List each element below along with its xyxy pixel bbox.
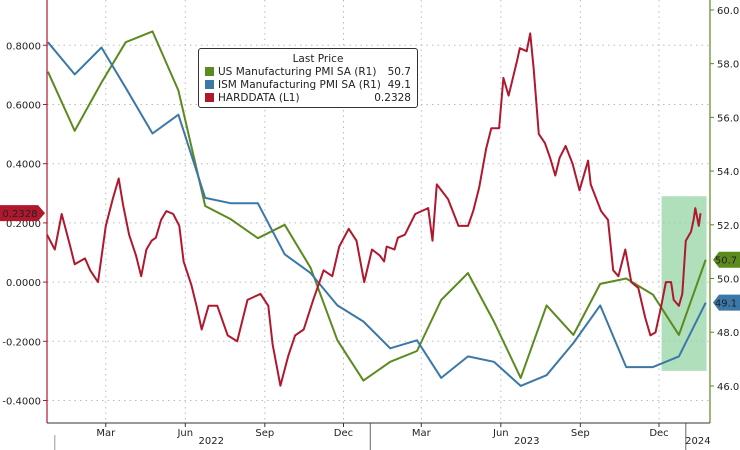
legend-swatch-blue [205,80,214,89]
right-tick-label: 46.0 [717,382,739,393]
left-tick-label: 0.2000 [6,219,41,230]
right-tick-label: 52.0 [717,221,739,232]
year-label: 2022 [199,436,224,447]
legend-value: 50.7 [387,65,411,78]
x-tick-label: Mar [412,428,432,439]
legend-label: ISM Manufacturing PMI SA (R1) [218,78,381,91]
left-tick-label: 0.0000 [6,278,41,289]
last-value-tag-label: 0.2328 [3,209,38,220]
x-tick-label: Dec [334,428,353,439]
x-tick-label: Sep [255,428,274,439]
left-tick-label: -0.4000 [2,397,41,408]
legend-entry: HARDDATA (L1) 0.2328 [199,91,417,104]
x-tick-label: Jun [492,428,509,439]
series-line-1 [47,41,707,387]
legend-entry: US Manufacturing PMI SA (R1) 50.7 [199,65,417,78]
right-tick-label: 58.0 [717,60,739,71]
year-label: 2023 [514,436,539,447]
left-tick-label: -0.2000 [2,337,41,348]
x-tick-label: Jun [176,428,193,439]
right-tick-label: 56.0 [717,113,739,124]
last-value-tag [0,205,45,222]
last-value-tag-label: 50.7 [715,256,737,267]
series-line-0 [46,30,707,382]
right-tick-label: 60.0 [717,6,739,17]
left-tick-label: 0.8000 [6,41,41,52]
legend-swatch-red [205,93,214,102]
legend-title: Last Price [292,53,344,65]
year-label: 2024 [685,436,710,447]
legend-swatch-green [205,67,214,76]
left-tick-label: 0.6000 [6,100,41,111]
x-tick-label: Dec [649,428,668,439]
legend: Last Price US Manufacturing PMI SA (R1) … [198,48,418,108]
x-tick-label: Sep [571,428,590,439]
left-tick-label: 0.4000 [6,160,41,171]
last-value-tag-label: 49.1 [715,299,737,310]
legend-value: 49.1 [387,78,411,91]
right-tick-label: 54.0 [717,167,739,178]
legend-label: US Manufacturing PMI SA (R1) [218,65,377,78]
legend-entry: ISM Manufacturing PMI SA (R1) 49.1 [199,78,417,91]
right-tick-label: 50.0 [717,275,739,286]
right-tick-label: 48.0 [717,328,739,339]
last-value-tag [713,251,740,268]
legend-value: 0.2328 [374,91,411,104]
last-value-tag [713,294,740,311]
legend-label: HARDDATA (L1) [218,91,300,104]
series-layer [46,30,707,387]
x-tick-label: Mar [96,428,116,439]
